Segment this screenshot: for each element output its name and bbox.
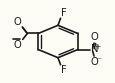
Text: ⁻: ⁻ — [96, 57, 101, 66]
Text: N: N — [90, 44, 98, 54]
Text: +: + — [94, 44, 100, 50]
Text: O: O — [90, 57, 98, 67]
Text: O: O — [14, 40, 21, 50]
Text: F: F — [60, 8, 66, 18]
Text: F: F — [60, 65, 66, 75]
Text: O: O — [90, 32, 98, 42]
Text: O: O — [14, 17, 21, 27]
